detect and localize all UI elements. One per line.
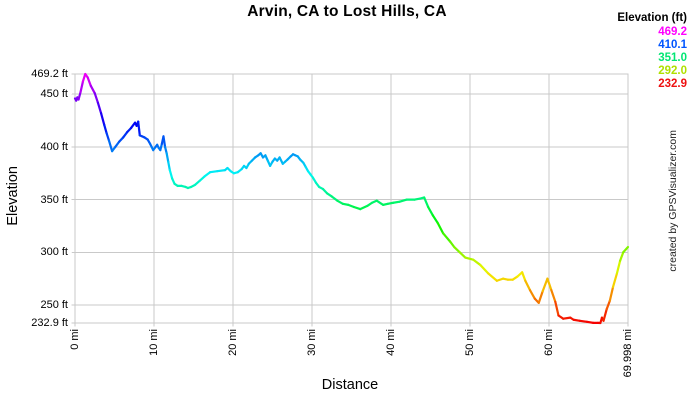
track-segment xyxy=(622,245,630,254)
track-segment xyxy=(278,156,284,165)
track-segment xyxy=(105,132,111,142)
x-axis-title: Distance xyxy=(321,377,379,393)
track-segment xyxy=(352,205,362,211)
track-segment xyxy=(398,198,408,203)
legend-value: 292.0 xyxy=(658,65,687,77)
legend-header: Elevation (ft) xyxy=(617,12,687,24)
legend-value: 410.1 xyxy=(658,39,687,51)
x-tick-label: 40 mi xyxy=(385,329,397,356)
track-segment xyxy=(79,80,85,94)
track-segment xyxy=(541,277,549,293)
legend-items: 469.2 410.1 351.0 292.0 232.9 xyxy=(617,26,687,91)
track-segment xyxy=(86,76,92,87)
y-axis-title: Elevation xyxy=(5,166,21,226)
track-segment xyxy=(93,92,100,104)
track-segment xyxy=(137,120,141,137)
y-tick-label: 232.9 ft xyxy=(31,317,68,329)
track-segment xyxy=(89,84,96,95)
track-segment xyxy=(562,316,572,320)
track-segment xyxy=(472,258,482,267)
x-tick-label: 10 mi xyxy=(148,329,160,356)
track-segment xyxy=(605,299,611,311)
track-segment xyxy=(495,277,505,282)
track-segment xyxy=(165,152,170,163)
track-segment xyxy=(537,290,544,304)
track-segment xyxy=(96,101,103,115)
track-segment xyxy=(375,199,385,206)
track-segment xyxy=(162,135,167,149)
x-tick-label: 20 mi xyxy=(227,329,239,356)
track-segment xyxy=(77,91,82,101)
track-segment xyxy=(107,139,114,153)
watermark: created by GPSVisualizer.com xyxy=(667,130,679,272)
track-segment xyxy=(359,204,369,211)
track-segment xyxy=(427,205,434,217)
legend-value: 469.2 xyxy=(658,26,687,38)
chart-title: Arvin, CA to Lost Hills, CA xyxy=(247,3,447,20)
track-segment xyxy=(203,171,212,178)
legend-value: 232.9 xyxy=(658,78,687,90)
track-segment xyxy=(103,123,108,135)
track-segment xyxy=(453,245,461,254)
track-segment xyxy=(464,256,475,261)
track-segment xyxy=(578,319,589,323)
track-segment xyxy=(458,251,467,259)
x-tick-label: 69.998 mi xyxy=(622,329,634,378)
track-segment xyxy=(619,251,625,262)
y-tick-label: 350 ft xyxy=(40,193,68,206)
track-segment xyxy=(615,259,622,275)
track-segment xyxy=(442,232,452,243)
track-segment xyxy=(487,272,498,282)
x-tick-label: 0 mi xyxy=(69,329,81,350)
y-tick-label: 300 ft xyxy=(40,246,68,259)
x-tick-label: 60 mi xyxy=(543,329,555,356)
track-segment xyxy=(608,285,615,302)
track-segment xyxy=(611,272,619,289)
track-segment xyxy=(602,308,608,322)
x-tick-label: 50 mi xyxy=(464,329,476,356)
x-tick-label: 30 mi xyxy=(306,329,318,356)
y-tick-label: 250 ft xyxy=(40,298,68,311)
track-segment xyxy=(554,300,560,317)
track-segment xyxy=(521,271,527,282)
track-segment xyxy=(550,289,557,303)
y-tick-label: 469.2 ft xyxy=(31,68,68,80)
y-tick-label: 400 ft xyxy=(40,140,68,153)
track-segment xyxy=(436,221,445,235)
track-segment xyxy=(168,169,174,180)
y-tick-label: 450 ft xyxy=(40,88,68,101)
track-segment xyxy=(167,160,171,172)
track-segment xyxy=(216,169,227,173)
track-segment xyxy=(479,263,490,275)
track-segment xyxy=(546,277,553,292)
legend-value: 351.0 xyxy=(658,52,687,64)
track-segment xyxy=(423,196,430,209)
track-segment xyxy=(524,279,532,292)
track-segment xyxy=(330,195,339,202)
track-segment xyxy=(431,214,439,224)
legend: Elevation (ft) 469.2 410.1 351.0 292.0 232.9 xyxy=(617,12,687,91)
track-segment xyxy=(208,170,219,174)
track-segment xyxy=(528,289,536,300)
track-segment xyxy=(99,112,106,126)
